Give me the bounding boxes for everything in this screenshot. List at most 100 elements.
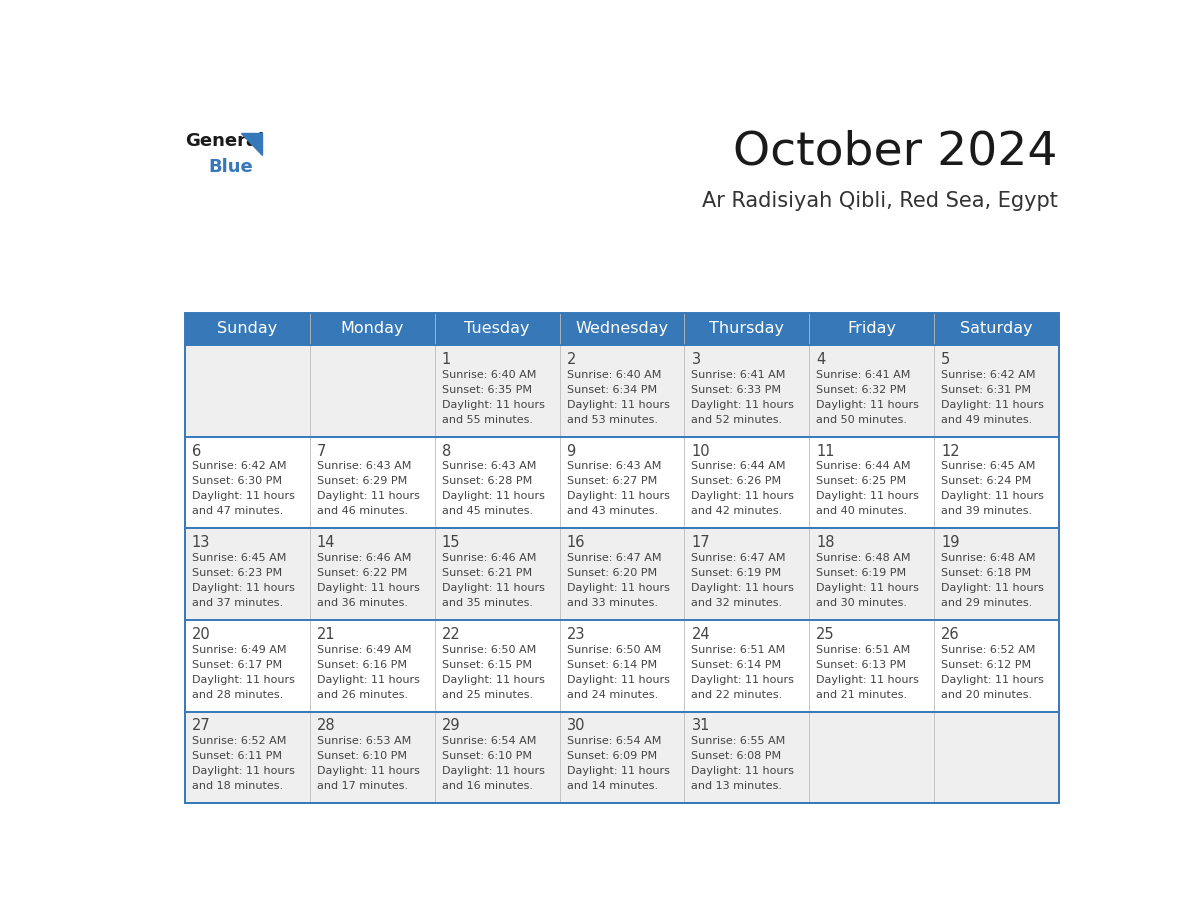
Text: and 43 minutes.: and 43 minutes. [567, 507, 658, 516]
Text: Daylight: 11 hours: Daylight: 11 hours [691, 399, 795, 409]
Text: Daylight: 11 hours: Daylight: 11 hours [567, 399, 669, 409]
Text: 16: 16 [567, 535, 584, 550]
Text: Daylight: 11 hours: Daylight: 11 hours [691, 767, 795, 777]
Text: and 22 minutes.: and 22 minutes. [691, 689, 783, 700]
Text: 14: 14 [317, 535, 335, 550]
Text: Sunrise: 6:46 AM: Sunrise: 6:46 AM [442, 553, 536, 563]
Text: 11: 11 [816, 443, 835, 459]
Text: Sunset: 6:32 PM: Sunset: 6:32 PM [816, 385, 906, 395]
Text: and 28 minutes.: and 28 minutes. [192, 689, 283, 700]
Text: Sunday: Sunday [217, 321, 278, 336]
Text: Thursday: Thursday [709, 321, 784, 336]
Text: and 29 minutes.: and 29 minutes. [941, 598, 1032, 608]
Text: Sunrise: 6:47 AM: Sunrise: 6:47 AM [691, 553, 786, 563]
Text: Sunset: 6:34 PM: Sunset: 6:34 PM [567, 385, 657, 395]
Text: Daylight: 11 hours: Daylight: 11 hours [691, 675, 795, 685]
Text: and 24 minutes.: and 24 minutes. [567, 689, 658, 700]
Text: Sunrise: 6:54 AM: Sunrise: 6:54 AM [567, 736, 661, 746]
Text: Sunset: 6:11 PM: Sunset: 6:11 PM [192, 751, 282, 761]
Text: 25: 25 [816, 627, 835, 642]
Text: and 35 minutes.: and 35 minutes. [442, 598, 532, 608]
Text: Sunset: 6:14 PM: Sunset: 6:14 PM [567, 659, 657, 669]
Text: and 30 minutes.: and 30 minutes. [816, 598, 908, 608]
Text: Sunset: 6:28 PM: Sunset: 6:28 PM [442, 476, 532, 487]
Text: Daylight: 11 hours: Daylight: 11 hours [567, 767, 669, 777]
Text: 15: 15 [442, 535, 460, 550]
Text: Sunrise: 6:44 AM: Sunrise: 6:44 AM [691, 461, 786, 471]
Text: and 13 minutes.: and 13 minutes. [691, 781, 783, 791]
Text: Sunset: 6:15 PM: Sunset: 6:15 PM [442, 659, 532, 669]
Text: Sunset: 6:16 PM: Sunset: 6:16 PM [317, 659, 406, 669]
Text: and 49 minutes.: and 49 minutes. [941, 415, 1032, 425]
Text: and 16 minutes.: and 16 minutes. [442, 781, 532, 791]
Text: Sunrise: 6:55 AM: Sunrise: 6:55 AM [691, 736, 785, 746]
Text: Daylight: 11 hours: Daylight: 11 hours [691, 491, 795, 501]
Text: and 26 minutes.: and 26 minutes. [317, 689, 407, 700]
Text: Monday: Monday [341, 321, 404, 336]
Text: 30: 30 [567, 719, 584, 733]
Text: and 17 minutes.: and 17 minutes. [317, 781, 407, 791]
Text: 9: 9 [567, 443, 576, 459]
Text: Tuesday: Tuesday [465, 321, 530, 336]
Text: and 33 minutes.: and 33 minutes. [567, 598, 657, 608]
Text: Sunset: 6:08 PM: Sunset: 6:08 PM [691, 751, 782, 761]
Text: Sunrise: 6:43 AM: Sunrise: 6:43 AM [567, 461, 661, 471]
Text: Daylight: 11 hours: Daylight: 11 hours [317, 583, 419, 593]
Text: and 45 minutes.: and 45 minutes. [442, 507, 532, 516]
Text: Daylight: 11 hours: Daylight: 11 hours [816, 583, 920, 593]
Text: Sunrise: 6:50 AM: Sunrise: 6:50 AM [442, 644, 536, 655]
Text: and 32 minutes.: and 32 minutes. [691, 598, 783, 608]
Text: Daylight: 11 hours: Daylight: 11 hours [816, 399, 920, 409]
Text: Wednesday: Wednesday [575, 321, 669, 336]
Text: Sunset: 6:10 PM: Sunset: 6:10 PM [442, 751, 532, 761]
Text: 4: 4 [816, 352, 826, 367]
Text: Sunset: 6:19 PM: Sunset: 6:19 PM [691, 568, 782, 578]
Bar [185, 711, 1060, 803]
Text: and 18 minutes.: and 18 minutes. [192, 781, 283, 791]
Text: Daylight: 11 hours: Daylight: 11 hours [442, 675, 544, 685]
Text: 19: 19 [941, 535, 960, 550]
Text: 24: 24 [691, 627, 710, 642]
Text: Daylight: 11 hours: Daylight: 11 hours [317, 767, 419, 777]
Text: Sunrise: 6:43 AM: Sunrise: 6:43 AM [442, 461, 536, 471]
Text: Sunset: 6:18 PM: Sunset: 6:18 PM [941, 568, 1031, 578]
Text: Sunrise: 6:40 AM: Sunrise: 6:40 AM [442, 370, 536, 380]
Text: 10: 10 [691, 443, 710, 459]
Text: and 25 minutes.: and 25 minutes. [442, 689, 532, 700]
Text: and 36 minutes.: and 36 minutes. [317, 598, 407, 608]
Text: Sunset: 6:27 PM: Sunset: 6:27 PM [567, 476, 657, 487]
Text: 29: 29 [442, 719, 460, 733]
Text: Sunset: 6:14 PM: Sunset: 6:14 PM [691, 659, 782, 669]
Text: 13: 13 [192, 535, 210, 550]
Text: Sunrise: 6:52 AM: Sunrise: 6:52 AM [192, 736, 286, 746]
Text: Sunrise: 6:46 AM: Sunrise: 6:46 AM [317, 553, 411, 563]
Text: 1: 1 [442, 352, 451, 367]
Text: 18: 18 [816, 535, 835, 550]
Text: and 50 minutes.: and 50 minutes. [816, 415, 908, 425]
Bar [185, 313, 1060, 345]
Text: Sunset: 6:23 PM: Sunset: 6:23 PM [192, 568, 282, 578]
Text: Daylight: 11 hours: Daylight: 11 hours [567, 583, 669, 593]
Text: Daylight: 11 hours: Daylight: 11 hours [941, 491, 1044, 501]
Text: Sunset: 6:20 PM: Sunset: 6:20 PM [567, 568, 657, 578]
Text: Daylight: 11 hours: Daylight: 11 hours [192, 491, 295, 501]
Text: 28: 28 [317, 719, 335, 733]
Text: Sunset: 6:17 PM: Sunset: 6:17 PM [192, 659, 282, 669]
Text: Sunset: 6:22 PM: Sunset: 6:22 PM [317, 568, 407, 578]
Text: Sunset: 6:13 PM: Sunset: 6:13 PM [816, 659, 906, 669]
Text: Daylight: 11 hours: Daylight: 11 hours [192, 583, 295, 593]
Text: Blue: Blue [208, 158, 253, 176]
Text: Daylight: 11 hours: Daylight: 11 hours [442, 767, 544, 777]
Text: Sunset: 6:21 PM: Sunset: 6:21 PM [442, 568, 532, 578]
Text: Sunrise: 6:44 AM: Sunrise: 6:44 AM [816, 461, 911, 471]
Text: 7: 7 [317, 443, 327, 459]
Text: 6: 6 [192, 443, 201, 459]
Bar [185, 313, 1060, 803]
Text: 26: 26 [941, 627, 960, 642]
Text: and 37 minutes.: and 37 minutes. [192, 598, 283, 608]
Text: Saturday: Saturday [960, 321, 1034, 336]
Text: 22: 22 [442, 627, 461, 642]
Text: October 2024: October 2024 [733, 129, 1057, 174]
Text: and 52 minutes.: and 52 minutes. [691, 415, 783, 425]
Text: Sunset: 6:24 PM: Sunset: 6:24 PM [941, 476, 1031, 487]
